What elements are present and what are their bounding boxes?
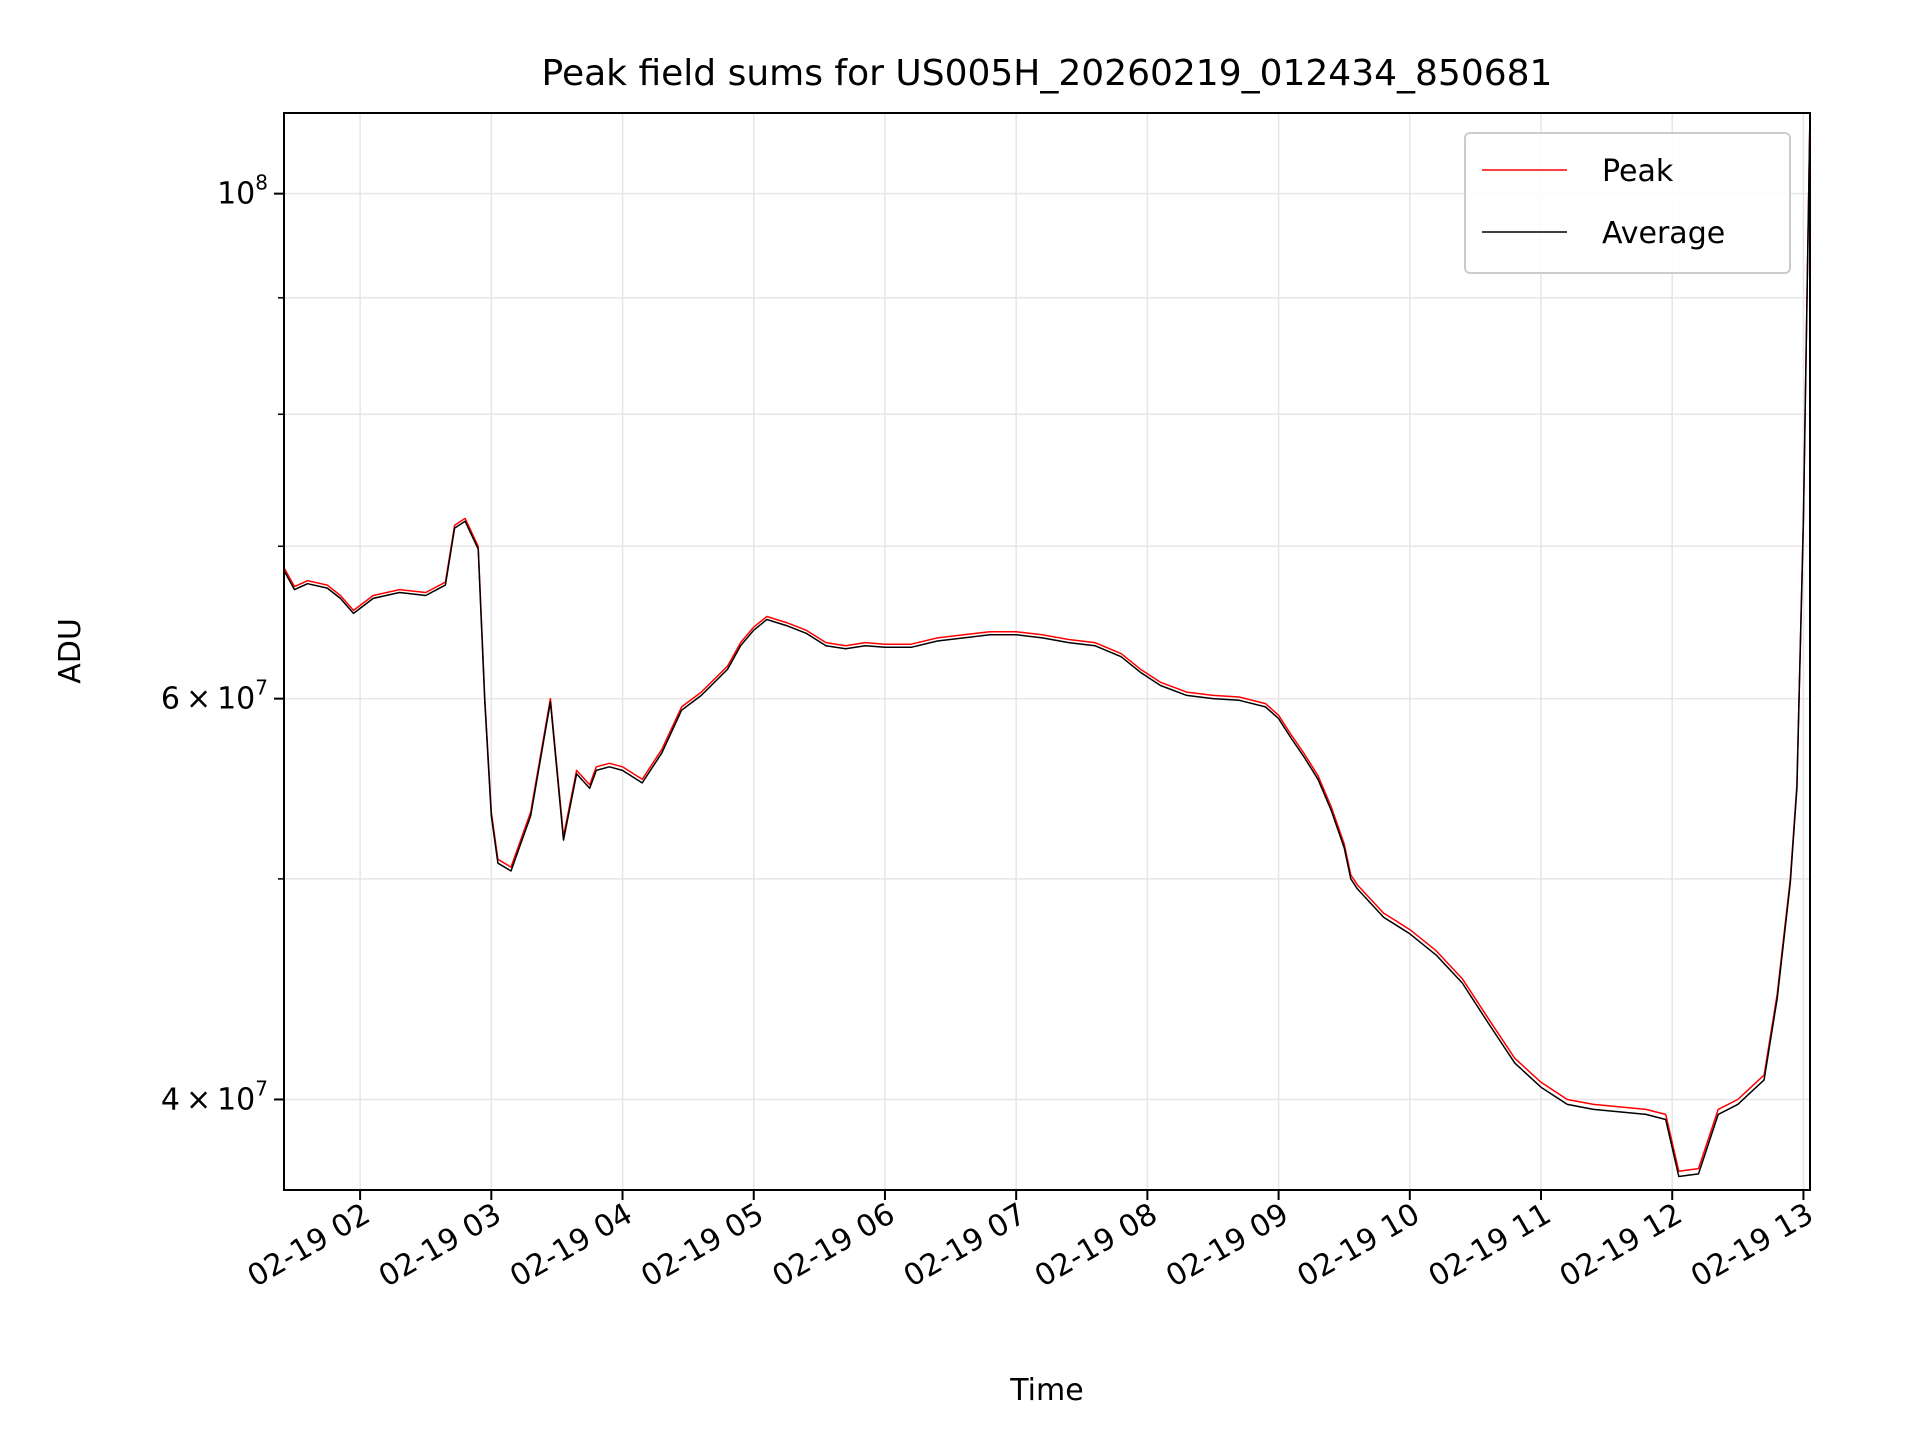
y-tick-label: 4 × 107 <box>161 1076 268 1117</box>
y-tick-label: 108 <box>217 171 268 212</box>
x-axis-label: Time <box>1009 1373 1083 1408</box>
plot-frame <box>283 112 1811 1191</box>
grid <box>284 113 1810 1190</box>
legend-label-average: Average <box>1602 216 1725 251</box>
legend-label-peak: Peak <box>1602 154 1674 189</box>
y-axis: 4 × 107 6 × 107 108 <box>161 171 284 1117</box>
series-line-average <box>284 113 1810 1178</box>
y-tick-label: 6 × 107 <box>161 676 268 717</box>
y-axis-label: ADU <box>53 618 88 684</box>
chart-title: Peak field sums for US005H_20260219_0124… <box>542 53 1553 94</box>
series-layer <box>284 113 1810 1178</box>
legend-box <box>1464 132 1791 274</box>
legend: Peak Average <box>1464 132 1791 274</box>
